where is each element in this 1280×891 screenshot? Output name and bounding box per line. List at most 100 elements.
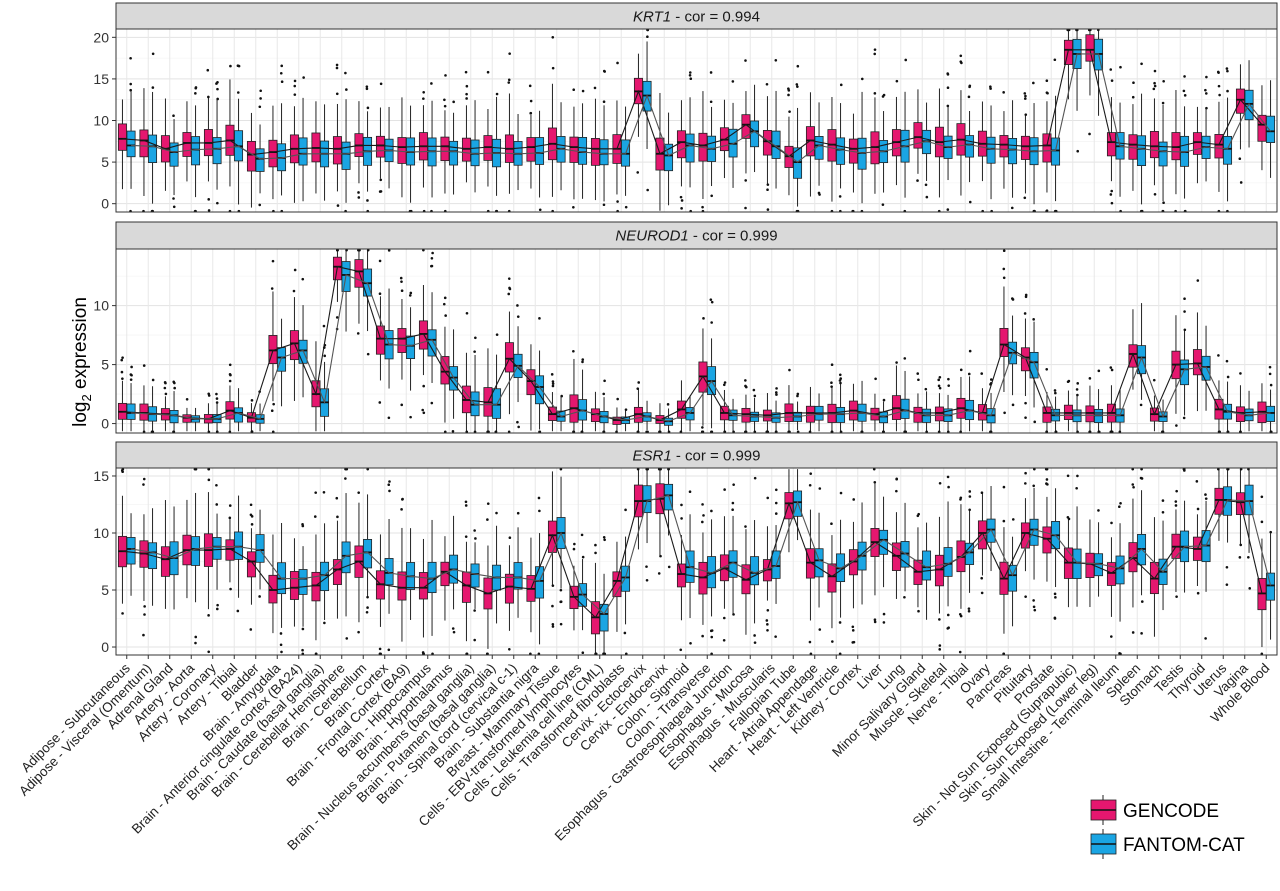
outlier-point xyxy=(559,588,563,592)
outlier-point xyxy=(1225,565,1229,569)
legend-item-fantom-cat: FANTOM-CAT xyxy=(1090,829,1245,859)
outlier-point xyxy=(752,388,756,392)
outlier-point xyxy=(787,93,790,97)
box xyxy=(569,136,579,163)
outlier-point xyxy=(1045,367,1049,371)
outlier-point xyxy=(593,86,597,90)
outlier-point xyxy=(323,621,326,625)
outlier-point xyxy=(142,364,146,367)
outlier-point xyxy=(1183,297,1186,300)
outlier-point xyxy=(323,354,327,358)
outlier-point xyxy=(301,524,305,528)
outlier-point xyxy=(1225,359,1229,363)
outlier-point xyxy=(624,205,628,209)
outlier-point xyxy=(270,409,274,413)
outlier-point xyxy=(1238,556,1242,559)
outlier-point xyxy=(980,576,984,580)
outlier-point xyxy=(774,430,778,434)
outlier-point xyxy=(293,268,297,272)
box-gencode xyxy=(891,361,901,432)
outlier-point xyxy=(249,513,253,517)
y-tick-label: 5 xyxy=(101,154,109,170)
outlier-point xyxy=(529,111,533,115)
outlier-point xyxy=(1162,201,1165,204)
box-gencode xyxy=(1128,309,1138,390)
outlier-point xyxy=(344,477,347,480)
box-gencode xyxy=(375,259,385,404)
outlier-point xyxy=(603,70,606,73)
outlier-point xyxy=(602,535,606,539)
outlier-point xyxy=(572,349,575,353)
outlier-point xyxy=(616,61,619,65)
outlier-point xyxy=(228,372,232,376)
outlier-point xyxy=(744,59,747,62)
outlier-point xyxy=(860,77,864,81)
outlier-point xyxy=(766,496,770,500)
outlier-point xyxy=(508,287,512,291)
outlier-point xyxy=(960,61,963,65)
box xyxy=(255,148,265,172)
outlier-point xyxy=(1002,276,1006,280)
outlier-point xyxy=(946,73,950,76)
outlier-point xyxy=(151,378,155,382)
outlier-point xyxy=(172,205,176,209)
outlier-point xyxy=(151,430,155,434)
outlier-point xyxy=(1002,249,1006,252)
outlier-point xyxy=(508,536,512,539)
outlier-point xyxy=(207,394,211,397)
outlier-point xyxy=(507,430,511,434)
box xyxy=(1180,359,1190,386)
outlier-point xyxy=(572,205,575,209)
box xyxy=(965,542,975,565)
outlier-point xyxy=(1196,591,1200,595)
outlier-point xyxy=(465,84,469,88)
panel-strip xyxy=(115,441,1278,469)
box xyxy=(117,123,127,151)
outlier-point xyxy=(322,491,326,494)
box xyxy=(182,132,192,157)
median-connector-gencode xyxy=(122,498,1263,619)
outlier-point xyxy=(473,430,477,434)
outlier-point xyxy=(301,277,305,281)
outlier-point xyxy=(753,394,757,398)
box xyxy=(298,137,308,166)
outlier-point xyxy=(507,277,511,280)
outlier-point xyxy=(559,622,563,626)
outlier-point xyxy=(732,613,735,616)
outlier-point xyxy=(594,551,597,555)
outlier-point xyxy=(143,613,146,616)
outlier-point xyxy=(486,70,490,74)
outlier-point xyxy=(830,522,833,526)
box-fantom-cat xyxy=(965,490,975,613)
outlier-point xyxy=(1045,79,1049,83)
box xyxy=(676,563,686,588)
box xyxy=(1223,135,1233,165)
outlier-point xyxy=(1238,157,1242,160)
outlier-point xyxy=(581,360,584,364)
box-gencode xyxy=(225,504,235,591)
box-fantom-cat xyxy=(535,317,545,434)
outlier-point xyxy=(1161,499,1165,502)
box xyxy=(986,136,996,164)
outlier-point xyxy=(142,430,146,434)
legend: GENCODE FANTOM-CAT xyxy=(1090,795,1245,859)
y-tick-label: 0 xyxy=(101,196,109,212)
outlier-point xyxy=(215,483,218,487)
y-tick-label: 0 xyxy=(101,639,109,655)
outlier-point xyxy=(1046,91,1049,95)
outlier-point xyxy=(120,358,124,362)
outlier-point xyxy=(215,392,218,396)
outlier-point xyxy=(1023,92,1027,95)
outlier-point xyxy=(924,387,928,391)
outlier-point xyxy=(1066,380,1070,384)
outlier-point xyxy=(357,196,361,199)
outlier-point xyxy=(796,394,799,398)
box xyxy=(513,562,523,590)
box xyxy=(1063,39,1073,65)
outlier-point xyxy=(701,634,704,638)
outlier-point xyxy=(1269,383,1273,387)
outlier-point xyxy=(946,208,950,211)
median-connector-fantomcat xyxy=(130,494,1272,615)
outlier-point xyxy=(838,373,842,377)
